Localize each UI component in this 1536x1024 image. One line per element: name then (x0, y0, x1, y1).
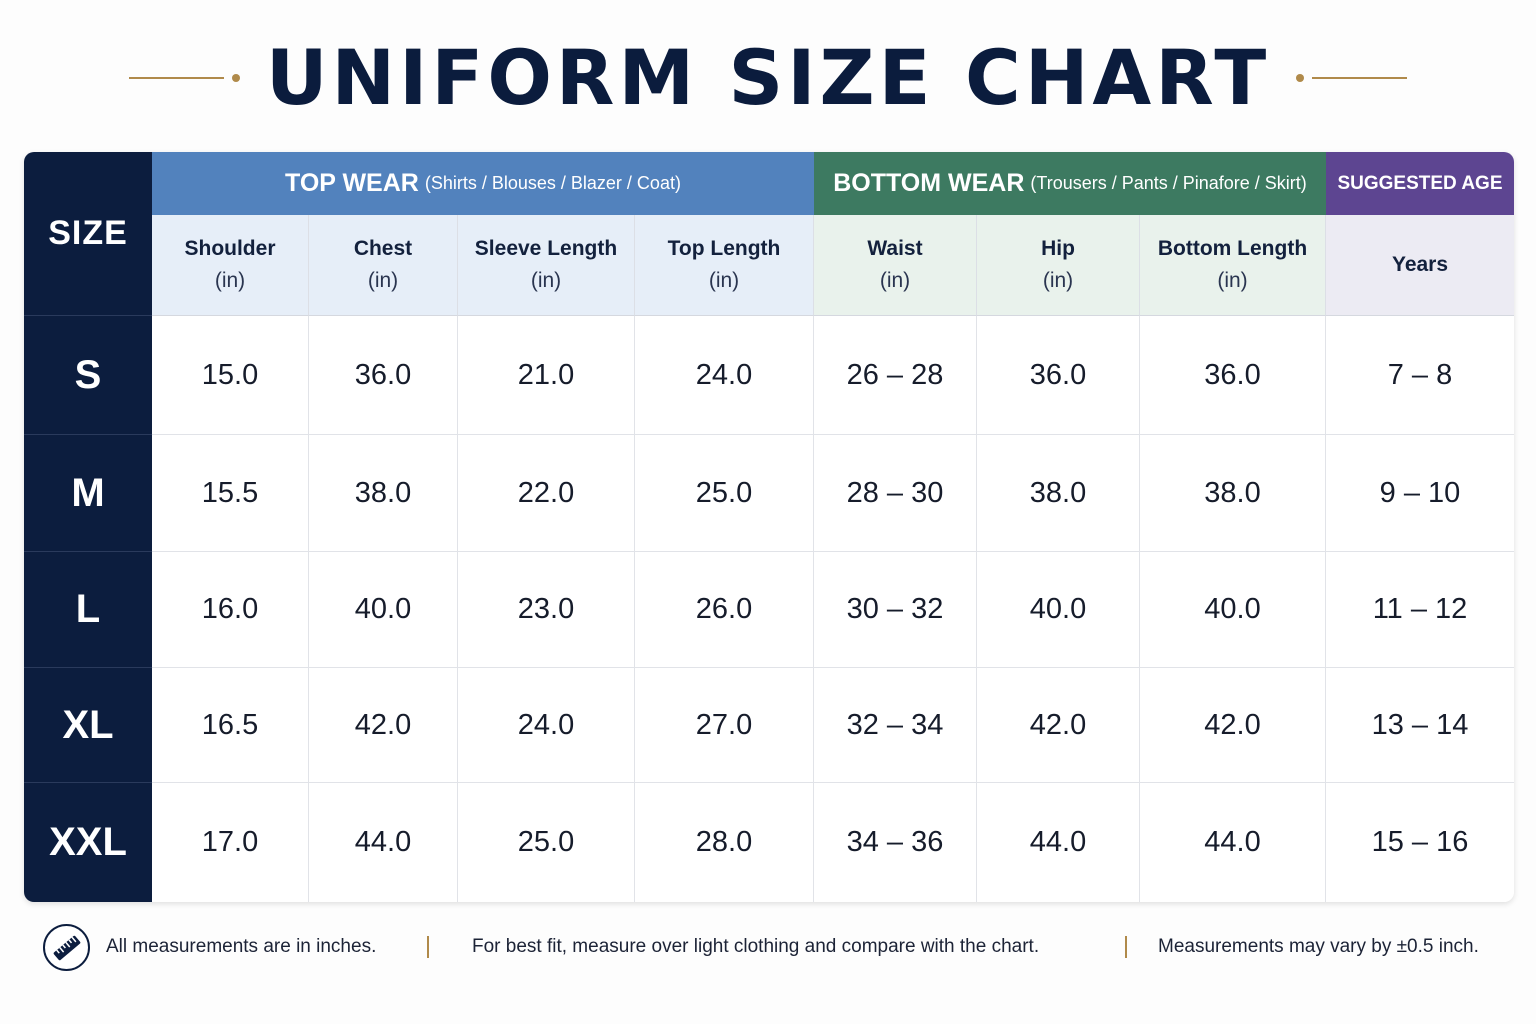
size-label: S (24, 316, 152, 435)
column-header-shoulder: Shoulder (in) (152, 215, 309, 316)
suggested-age-label: SUGGESTED AGE (1337, 172, 1503, 194)
column-label: Sleeve Length (474, 237, 618, 260)
cell-top-length: 24.0 (635, 316, 814, 435)
column-unit: (in) (708, 269, 740, 292)
column-label: Shoulder (184, 237, 276, 260)
column-label: Waist (867, 237, 923, 260)
cell-bottom-length: 38.0 (1140, 435, 1326, 552)
column-unit: (in) (530, 269, 562, 292)
top-wear-detail: (Shirts / Blouses / Blazer / Coat) (424, 173, 681, 193)
cell-years: 13 – 14 (1326, 668, 1514, 783)
cell-chest: 36.0 (309, 316, 458, 435)
column-header-years: Years (1326, 215, 1514, 316)
size-label: XL (24, 668, 152, 783)
column-unit: (in) (1042, 269, 1074, 292)
title-row: UNIFORM SIZE CHART (0, 28, 1536, 128)
cell-hip: 40.0 (977, 552, 1140, 668)
cell-shoulder: 15.5 (152, 435, 309, 552)
column-header-top-length: Top Length (in) (635, 215, 814, 316)
footer-separator (1125, 936, 1127, 958)
column-label: Hip (1041, 237, 1075, 260)
suggested-age-group-header: SUGGESTED AGE (1326, 152, 1514, 215)
cell-waist: 26 – 28 (814, 316, 977, 435)
title-rule-left (128, 74, 240, 82)
cell-chest: 44.0 (309, 783, 458, 902)
column-label: Chest (353, 237, 413, 260)
cell-bottom-length: 36.0 (1140, 316, 1326, 435)
size-label: M (24, 435, 152, 552)
column-header-sleeve-length: Sleeve Length (in) (458, 215, 635, 316)
cell-bottom-length: 44.0 (1140, 783, 1326, 902)
column-header-bottom-length: Bottom Length (in) (1140, 215, 1326, 316)
cell-years: 7 – 8 (1326, 316, 1514, 435)
footer-separator (427, 936, 429, 958)
cell-shoulder: 17.0 (152, 783, 309, 902)
cell-sleeve-length: 23.0 (458, 552, 635, 668)
cell-waist: 30 – 32 (814, 552, 977, 668)
cell-top-length: 27.0 (635, 668, 814, 783)
footer-note-variance: Measurements may vary by ±0.5 inch. (1158, 936, 1479, 957)
cell-waist: 34 – 36 (814, 783, 977, 902)
footer-notes: All measurements are in inches. For best… (0, 920, 1536, 974)
cell-shoulder: 16.0 (152, 552, 309, 668)
bottom-wear-group-header: BOTTOM WEAR (Trousers / Pants / Pinafore… (814, 152, 1326, 215)
size-label: L (24, 552, 152, 668)
cell-hip: 36.0 (977, 316, 1140, 435)
cell-chest: 38.0 (309, 435, 458, 552)
cell-chest: 42.0 (309, 668, 458, 783)
top-wear-group-header: TOP WEAR (Shirts / Blouses / Blazer / Co… (152, 152, 814, 215)
cell-years: 15 – 16 (1326, 783, 1514, 902)
size-header: SIZE (24, 152, 152, 316)
cell-years: 9 – 10 (1326, 435, 1514, 552)
column-label: Top Length (667, 237, 781, 260)
footer-note-fit: For best fit, measure over light clothin… (472, 936, 1040, 957)
column-header-waist: Waist (in) (814, 215, 977, 316)
cell-waist: 32 – 34 (814, 668, 977, 783)
column-unit: (in) (214, 269, 246, 292)
cell-sleeve-length: 25.0 (458, 783, 635, 902)
cell-hip: 42.0 (977, 668, 1140, 783)
cell-waist: 28 – 30 (814, 435, 977, 552)
column-label: Bottom Length (1157, 237, 1308, 260)
cell-sleeve-length: 22.0 (458, 435, 635, 552)
size-label: XXL (49, 820, 127, 864)
top-wear-label: TOP WEAR (285, 169, 419, 197)
size-chart-table: SIZE TOP WEAR (Shirts / Blouses / Blazer… (24, 152, 1514, 902)
cell-top-length: 26.0 (635, 552, 814, 668)
cell-bottom-length: 40.0 (1140, 552, 1326, 668)
title-rule-right (1296, 74, 1408, 82)
cell-shoulder: 16.5 (152, 668, 309, 783)
cell-hip: 44.0 (977, 783, 1140, 902)
column-unit: (in) (367, 269, 399, 292)
size-column (24, 152, 152, 902)
column-unit: (in) (1217, 269, 1248, 292)
cell-shoulder: 15.0 (152, 316, 309, 435)
column-header-chest: Chest (in) (309, 215, 458, 316)
footer-note-units: All measurements are in inches. (106, 936, 377, 957)
cell-top-length: 28.0 (635, 783, 814, 902)
cell-chest: 40.0 (309, 552, 458, 668)
bottom-wear-label: BOTTOM WEAR (833, 169, 1025, 197)
cell-years: 11 – 12 (1326, 552, 1514, 668)
ruler-icon (43, 924, 90, 971)
column-label: Years (1391, 253, 1449, 276)
cell-top-length: 25.0 (635, 435, 814, 552)
column-header-hip: Hip (in) (977, 215, 1140, 316)
bottom-wear-detail: (Trousers / Pants / Pinafore / Skirt) (1030, 173, 1307, 193)
page-title: UNIFORM SIZE CHART (265, 33, 1271, 122)
cell-sleeve-length: 21.0 (458, 316, 635, 435)
cell-sleeve-length: 24.0 (458, 668, 635, 783)
cell-hip: 38.0 (977, 435, 1140, 552)
cell-bottom-length: 42.0 (1140, 668, 1326, 783)
column-unit: (in) (879, 269, 911, 292)
